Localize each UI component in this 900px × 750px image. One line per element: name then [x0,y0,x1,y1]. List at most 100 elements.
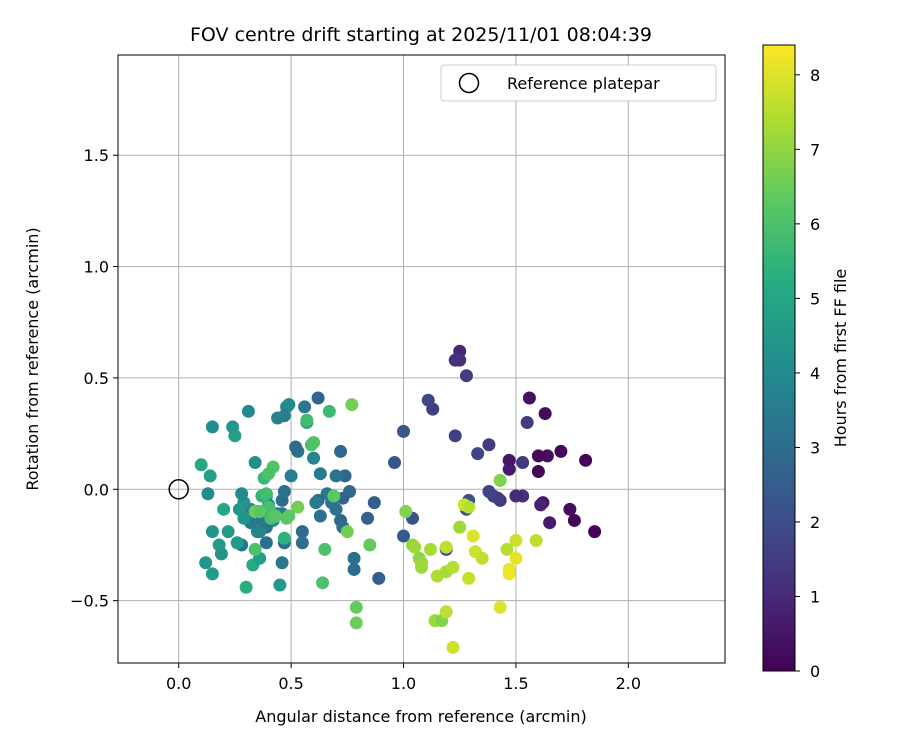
data-point [493,600,507,614]
legend: Reference platepar [440,64,717,102]
data-point [448,353,462,367]
data-point [235,487,249,501]
data-point [482,485,496,499]
data-point [230,536,244,550]
data-point [397,529,411,543]
data-point [397,424,411,438]
data-point [327,489,341,503]
legend-marker-icon [458,72,480,94]
colorbar-tick-label: 6 [810,215,820,234]
chart-title: FOV centre drift starting at 2025/11/01 … [190,24,652,46]
y-axis-label: Rotation from reference (arcmin) [23,227,42,490]
data-point [318,542,332,556]
data-point [347,551,361,565]
data-point [241,404,255,418]
reference-platepar-marker [168,479,189,500]
data-point [282,509,296,523]
data-point [388,456,402,470]
data-point [448,429,462,443]
colorbar-tick-label: 5 [810,289,820,308]
data-point [205,525,219,539]
x-tick-label: 0.0 [166,674,191,693]
data-point [462,500,476,514]
x-tick-label: 1.0 [391,674,416,693]
data-point [509,551,523,565]
data-point [520,415,534,429]
data-point [291,500,305,514]
data-point [309,496,323,510]
data-point [408,540,422,554]
data-point [493,473,507,487]
x-tick-label: 1.5 [503,674,528,693]
colorbar-gradient [762,44,796,672]
data-point [311,391,325,405]
data-point [232,502,246,516]
legend-label: Reference platepar [507,74,660,93]
data-point [361,511,375,525]
data-point [423,542,437,556]
data-point [588,525,602,539]
data-point [482,438,496,452]
data-point [205,420,219,434]
data-point [295,525,309,539]
data-point [277,531,291,545]
data-point [194,458,208,472]
colorbar-tick-label: 0 [810,662,820,681]
data-point [284,469,298,483]
data-point [268,509,282,523]
data-point [554,444,568,458]
data-point [531,464,545,478]
data-point [502,462,516,476]
data-point [334,444,348,458]
colorbar-tick-label: 1 [810,587,820,606]
data-point [446,640,460,654]
data-point [307,436,321,450]
y-axis-ticks: −0.5 0.0 0.5 1.0 1.5 [70,146,118,611]
data-point [199,556,213,570]
data-point [453,520,467,534]
grid-lines [118,55,725,663]
data-point [203,469,217,483]
data-point [439,605,453,619]
colorbar-label: Hours from first FF file [831,269,850,448]
data-point [579,453,593,467]
data-point [446,560,460,574]
data-point [316,576,330,590]
data-point [248,542,262,556]
data-point [534,498,548,512]
data-point [439,540,453,554]
data-point [367,496,381,510]
data-points [194,344,602,654]
data-point [250,525,264,539]
data-point [502,567,516,581]
data-point [502,453,516,467]
data-point [259,487,273,501]
data-point [466,529,480,543]
y-tick-label: 1.0 [84,258,109,277]
colorbar-tick-label: 3 [810,438,820,457]
data-point [295,536,309,550]
data-point [349,600,363,614]
data-point [531,449,545,463]
data-point [329,469,343,483]
data-point [277,485,291,499]
y-tick-label: −0.5 [70,592,109,611]
reference-marker-group [168,479,189,500]
x-axis-label: Angular distance from reference (arcmin) [255,707,586,726]
colorbar-ticks: 0 1 2 3 4 5 6 7 8 [795,66,820,681]
data-point [307,451,321,465]
data-point [248,456,262,470]
data-point [345,398,359,412]
data-point [399,505,413,519]
data-point [543,516,557,530]
data-point [500,542,514,556]
data-point [421,393,435,407]
data-point [226,420,240,434]
data-point [347,562,361,576]
data-point [271,411,285,425]
data-point [217,502,231,516]
data-point [253,505,267,519]
data-point [262,467,276,481]
legend-box [440,64,717,102]
